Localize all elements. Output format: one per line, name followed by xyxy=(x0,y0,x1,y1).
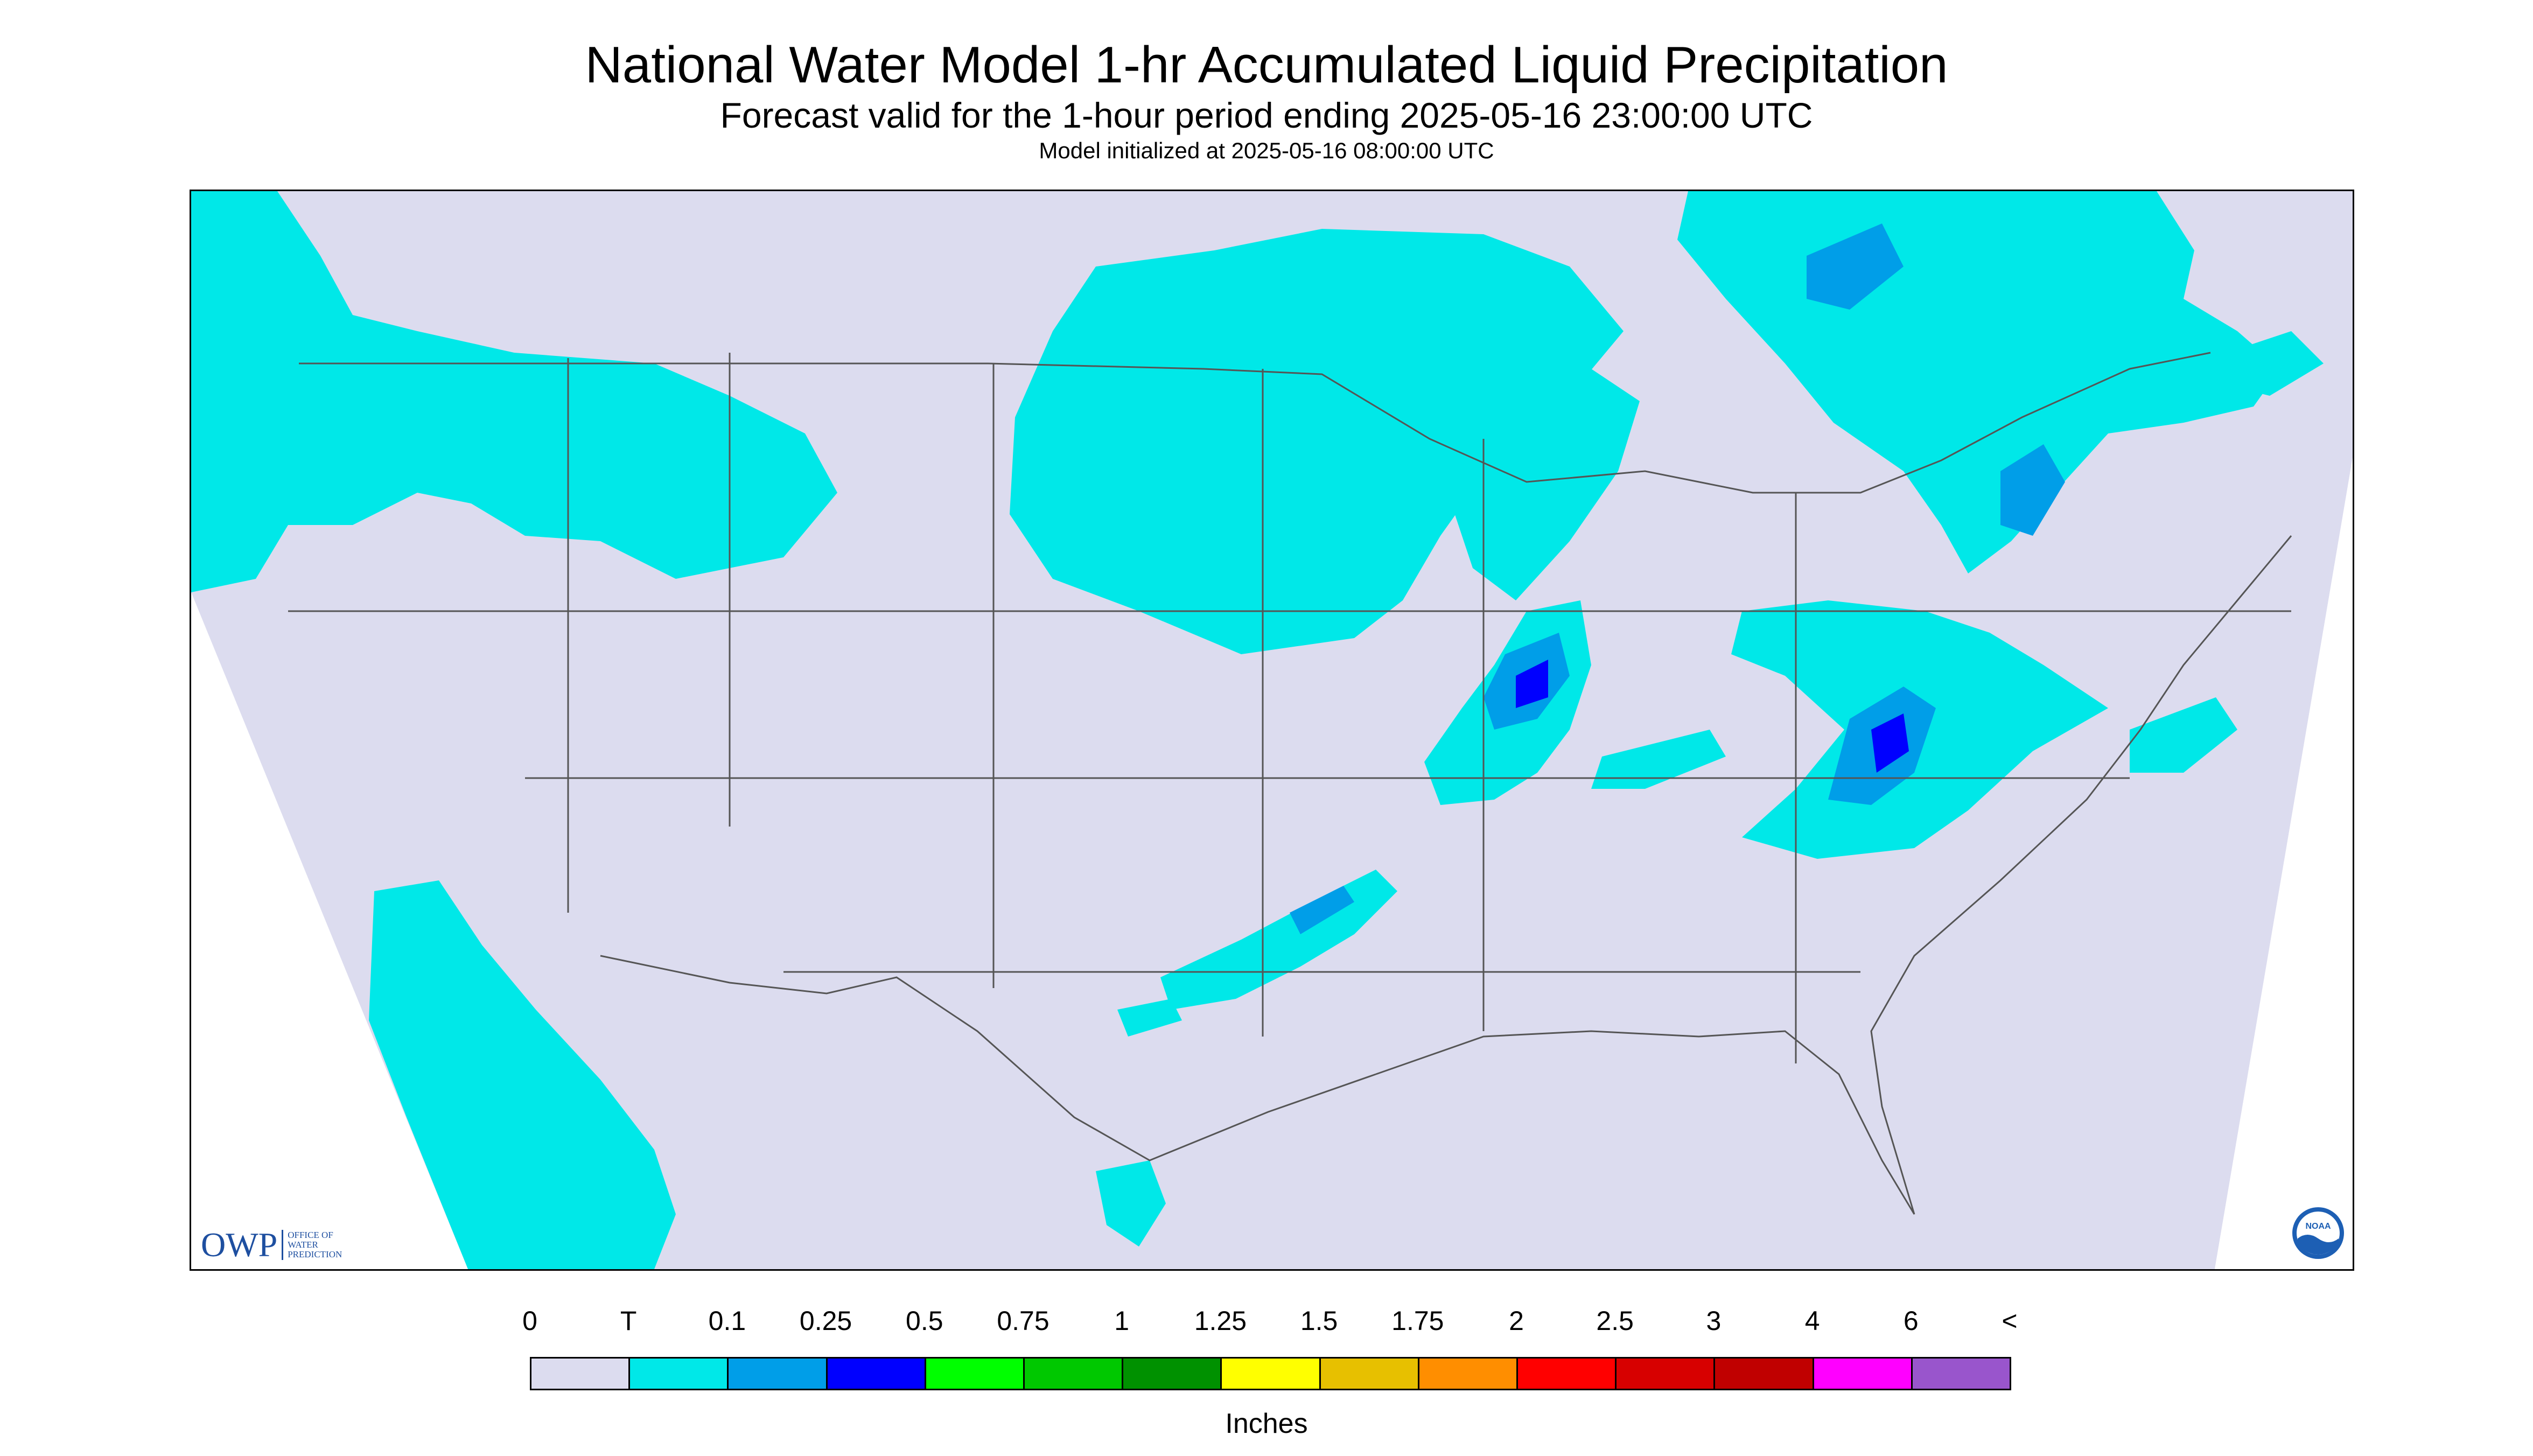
model-init-line: Model initialized at 2025-05-16 08:00:00… xyxy=(1039,138,1494,163)
legend-swatch xyxy=(628,1357,729,1390)
legend-swatch xyxy=(530,1357,631,1390)
color-legend: 0 T 0.1 0.25 0.5 0.75 1 1.25 1.5 1.75 2 2.5 3 4 6 < Inc… xyxy=(0,1303,2533,1443)
legend-swatch xyxy=(1911,1357,2011,1390)
precip-area-northwest xyxy=(191,191,837,592)
precip-area-texas-cell xyxy=(1117,999,1182,1037)
us-canada-border xyxy=(299,352,2211,494)
precip-core-virginia-intense xyxy=(1871,713,1909,773)
legend-swatch xyxy=(727,1357,828,1390)
owp-logo: OWP OFFICE OF WATER PREDICTION xyxy=(201,1225,342,1265)
intense-precip-cores xyxy=(1516,660,1909,773)
legend-swatch xyxy=(1713,1357,1814,1390)
legend-swatch xyxy=(1812,1357,1913,1390)
legend-swatch xyxy=(1615,1357,1716,1390)
owp-logo-line-1: OFFICE OF xyxy=(288,1230,333,1240)
legend-tick-label: 1.25 xyxy=(1194,1306,1247,1336)
precip-area-kentucky xyxy=(1591,730,1726,789)
legend-swatch xyxy=(924,1357,1025,1390)
legend-swatch xyxy=(1023,1357,1124,1390)
precip-area-mexico xyxy=(1096,1160,1166,1247)
legend-tick-label: 0.25 xyxy=(799,1306,852,1336)
legend-swatch xyxy=(1516,1357,1617,1390)
legend-tick-label: 3 xyxy=(1706,1306,1722,1336)
precip-area-pacific-southwest xyxy=(369,880,676,1269)
legend-tick-label: 2 xyxy=(1509,1306,1524,1336)
us-mexico-border xyxy=(600,955,1376,1161)
precip-areas xyxy=(191,191,2324,1269)
noaa-emblem: NOAA xyxy=(2292,1207,2344,1259)
legend-tick-label: 1.75 xyxy=(1391,1306,1444,1336)
legend-tick-label: 0.1 xyxy=(708,1306,746,1336)
legend-tick-label: 2.5 xyxy=(1596,1306,1634,1336)
noaa-logo: NOAA xyxy=(2291,1206,2345,1260)
noaa-logo-text: NOAA xyxy=(2305,1222,2331,1231)
precip-map: OWP OFFICE OF WATER PREDICTION NOAA xyxy=(190,190,2354,1271)
gulf-coast xyxy=(1375,535,2292,1215)
legend-swatch xyxy=(1417,1357,1518,1390)
precip-area-great-lakes xyxy=(1451,369,1640,600)
owp-logo-line-3: PREDICTION xyxy=(288,1249,342,1259)
heavier-precip-cores xyxy=(1290,223,2065,934)
legend-swatch xyxy=(1319,1357,1419,1390)
precip-area-atlantic xyxy=(2130,697,2237,773)
political-boundaries xyxy=(288,352,2292,1215)
legend-tick-label: 0 xyxy=(522,1306,537,1336)
legend-tick-label: 6 xyxy=(1903,1306,1919,1336)
owp-logo-line-2: WATER xyxy=(288,1240,318,1250)
legend-tick-label: 0.75 xyxy=(997,1306,1049,1336)
owp-logo-text: OWP xyxy=(201,1226,278,1264)
legend-tick-label: < xyxy=(2002,1306,2018,1336)
precip-core-new-york xyxy=(2000,444,2065,536)
precip-core-texas xyxy=(1290,886,1354,934)
precip-core-indiana-intense xyxy=(1516,660,1548,708)
legend-tick-label: T xyxy=(620,1306,637,1336)
map-title: National Water Model 1-hr Accumulated Li… xyxy=(585,36,1948,94)
map-canvas xyxy=(191,191,2353,1269)
legend-units: Inches xyxy=(1225,1408,1308,1439)
legend-tick-label: 1 xyxy=(1114,1306,1130,1336)
legend-tick-label: 1.5 xyxy=(1300,1306,1338,1336)
legend-swatch xyxy=(1220,1357,1321,1390)
legend-tick-label: 4 xyxy=(1804,1306,1820,1336)
map-subtitle: Forecast valid for the 1-hour period end… xyxy=(720,95,1813,135)
precip-area-upper-midwest xyxy=(1010,229,1624,654)
legend-swatch xyxy=(1122,1357,1222,1390)
outside-domain-right xyxy=(2215,458,2353,1269)
precip-area-gulf-of-maine xyxy=(2227,331,2324,396)
legend-tick-label: 0.5 xyxy=(906,1306,943,1336)
precip-core-ontario xyxy=(1807,223,1904,310)
outside-domain-left xyxy=(191,592,468,1269)
legend-swatch xyxy=(825,1357,926,1390)
